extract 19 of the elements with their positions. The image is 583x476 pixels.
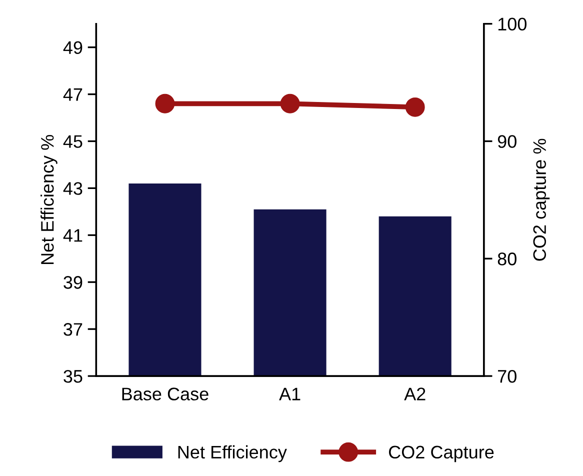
legend-label: CO2 Capture — [388, 446, 494, 462]
y-tick-label: 47 — [63, 88, 82, 101]
y-axis-title: Net Efficiency % — [40, 134, 58, 264]
y-tick-label: 41 — [63, 229, 82, 242]
y-tick-label: 35 — [64, 370, 82, 383]
y2-tick-label: 90 — [498, 135, 516, 148]
y2-tick-label: 100 — [498, 18, 527, 31]
x-tick-label: A2 — [404, 388, 426, 400]
y2-tick-label: 80 — [498, 252, 516, 266]
y-tick-label: 39 — [64, 276, 82, 289]
legend-label: Net Efficiency — [178, 445, 287, 462]
y-tick-label: 43 — [63, 182, 82, 195]
x-tick-label: A1 — [279, 388, 300, 400]
y-tick-label: 37 — [64, 323, 82, 336]
y2-axis-title: CO2 capture % — [533, 138, 550, 261]
y-tick-label: 49 — [63, 41, 82, 54]
y2-tick-label: 70 — [498, 370, 516, 383]
y-tick-label: 45 — [63, 135, 82, 148]
x-tick-label: Base Case — [122, 388, 208, 400]
